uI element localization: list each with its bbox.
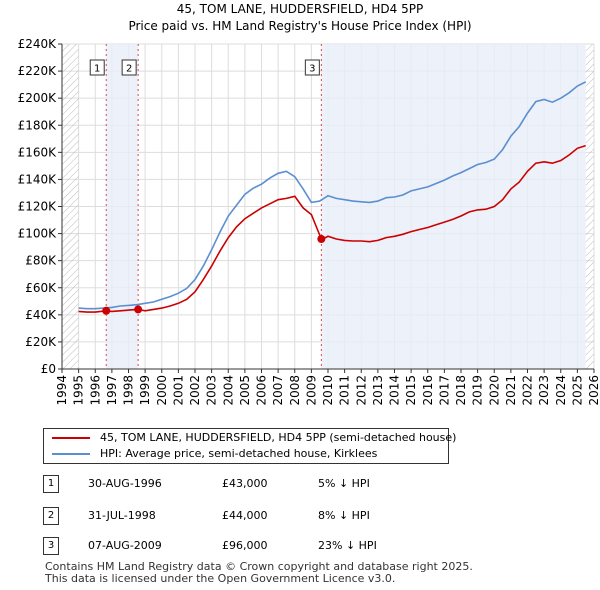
x-tick-label: 2007 bbox=[271, 375, 285, 406]
x-tick-label: 2005 bbox=[238, 375, 252, 406]
transaction-row: 3 07-AUG-2009 £96,000 23% ↓ HPI bbox=[0, 537, 600, 555]
y-tick-label: £0 bbox=[41, 362, 56, 376]
legend-swatch-blue bbox=[52, 453, 90, 455]
chart-subtitle: Price paid vs. HM Land Registry's House … bbox=[128, 19, 472, 33]
x-tick-label: 2002 bbox=[188, 375, 202, 406]
footer-licence: This data is licensed under the Open Gov… bbox=[45, 572, 396, 585]
shade-span-1-2 bbox=[106, 44, 139, 369]
price-chart: 1 2 3 £0 £20K £40K £60K £80K £100K £120K £140K £16… bbox=[18, 37, 600, 406]
transaction-hpi-diff: 5% ↓ HPI bbox=[318, 477, 370, 490]
sale-label-box bbox=[121, 59, 137, 76]
x-tick-label: 2009 bbox=[304, 375, 318, 406]
price-paid-series-line bbox=[78, 144, 586, 313]
x-tick-label: 2023 bbox=[537, 375, 551, 406]
sale-point bbox=[102, 306, 111, 315]
footer: Contains HM Land Registry data © Crown c… bbox=[45, 561, 473, 585]
hpi-series-line bbox=[78, 81, 587, 310]
sale-marker-lines bbox=[105, 44, 322, 369]
x-tick-label: 2024 bbox=[554, 375, 568, 406]
x-tick-label: 1998 bbox=[122, 375, 136, 406]
legend-swatch-red bbox=[52, 437, 90, 439]
transaction-hpi-diff: 8% ↓ HPI bbox=[318, 509, 370, 522]
transaction-price: £96,000 bbox=[222, 539, 268, 552]
transaction-date: 07-AUG-2009 bbox=[88, 539, 162, 552]
sale-label-box bbox=[89, 59, 105, 76]
x-tick-label: 2018 bbox=[454, 375, 468, 406]
transaction-row: 1 30-AUG-1996 £43,000 5% ↓ HPI bbox=[0, 475, 600, 493]
x-tick-label: 2015 bbox=[404, 375, 418, 406]
hatch-before-data bbox=[62, 44, 79, 369]
axis-layer: £0 £20K £40K £60K £80K £100K £120K £140K £160K £1… bbox=[18, 37, 600, 406]
sale-labels: 1 2 3 bbox=[89, 59, 320, 76]
x-tick-label: 2003 bbox=[205, 375, 219, 406]
y-tick-label: £20K bbox=[25, 335, 57, 349]
sale-label-text: 3 bbox=[309, 64, 315, 75]
x-tick-label: 2025 bbox=[570, 375, 584, 406]
series-layer bbox=[78, 81, 587, 313]
x-tick-label: 2026 bbox=[587, 375, 600, 406]
sale-point bbox=[317, 235, 326, 243]
x-tick-label: 2013 bbox=[371, 375, 385, 406]
y-tick-label: £140K bbox=[18, 172, 58, 186]
x-tick-label: 2001 bbox=[171, 375, 185, 406]
x-tick-label: 1995 bbox=[72, 375, 86, 406]
x-tick-label: 2004 bbox=[221, 375, 235, 406]
x-tick-label: 2014 bbox=[388, 375, 402, 406]
y-tick-label: £240K bbox=[18, 37, 58, 51]
x-tick-label: 2020 bbox=[487, 375, 501, 406]
x-tick-label: 2000 bbox=[155, 375, 169, 406]
x-tick-label: 2010 bbox=[321, 375, 335, 406]
transaction-badge: 2 bbox=[43, 507, 59, 525]
y-tick-label: £160K bbox=[18, 145, 58, 159]
sale-point bbox=[134, 305, 143, 314]
transaction-row: 2 31-JUL-1998 £44,000 8% ↓ HPI bbox=[0, 507, 600, 525]
chart-title-line1: 45, TOM LANE, HUDDERSFIELD, HD4 5PP bbox=[176, 2, 424, 16]
hatch-after-data bbox=[585, 44, 594, 369]
x-tick-label: 1994 bbox=[55, 375, 69, 406]
footer-copyright: Contains HM Land Registry data © Crown c… bbox=[45, 560, 473, 573]
sale-label-box bbox=[304, 59, 320, 76]
shade-span-3-end bbox=[321, 44, 586, 369]
x-tick-label: 2012 bbox=[354, 375, 368, 406]
transaction-badge: 1 bbox=[43, 475, 59, 493]
y-tick-label: £180K bbox=[18, 118, 58, 132]
x-tick-label: 1999 bbox=[138, 375, 152, 406]
shade-layer bbox=[62, 44, 594, 369]
x-tick-label: 1996 bbox=[88, 375, 102, 406]
legend-label-red: 45, TOM LANE, HUDDERSFIELD, HD4 5PP (sem… bbox=[100, 431, 457, 444]
sale-label-text: 2 bbox=[126, 64, 132, 75]
x-tick-label: 2016 bbox=[421, 375, 435, 406]
y-tick-label: £100K bbox=[18, 227, 58, 241]
y-tick-label: £80K bbox=[25, 254, 57, 268]
transaction-date: 31-JUL-1998 bbox=[88, 509, 156, 522]
y-tick-label: £200K bbox=[18, 91, 58, 105]
transaction-price: £43,000 bbox=[222, 477, 268, 490]
y-tick-label: £40K bbox=[25, 308, 57, 322]
transaction-date: 30-AUG-1996 bbox=[88, 477, 162, 490]
x-tick-label: 2008 bbox=[288, 375, 302, 406]
x-tick-label: 2011 bbox=[338, 375, 352, 406]
x-tick-label: 2022 bbox=[521, 375, 535, 406]
y-tick-label: £60K bbox=[25, 281, 57, 295]
sale-points bbox=[102, 235, 326, 315]
transaction-hpi-diff: 23% ↓ HPI bbox=[318, 539, 377, 552]
y-tick-label: £220K bbox=[18, 64, 58, 78]
y-tick-label: £120K bbox=[18, 200, 58, 214]
transaction-price: £44,000 bbox=[222, 509, 268, 522]
sale-label-text: 1 bbox=[94, 64, 100, 75]
x-tick-label: 2017 bbox=[437, 375, 451, 406]
legend: 45, TOM LANE, HUDDERSFIELD, HD4 5PP (sem… bbox=[43, 428, 456, 464]
x-tick-label: 2021 bbox=[504, 375, 518, 406]
x-tick-label: 1997 bbox=[105, 375, 119, 406]
legend-label-blue: HPI: Average price, semi-detached house,… bbox=[100, 447, 378, 460]
x-tick-label: 2019 bbox=[471, 375, 485, 406]
x-tick-label: 2006 bbox=[255, 375, 269, 406]
transaction-badge: 3 bbox=[43, 537, 59, 555]
